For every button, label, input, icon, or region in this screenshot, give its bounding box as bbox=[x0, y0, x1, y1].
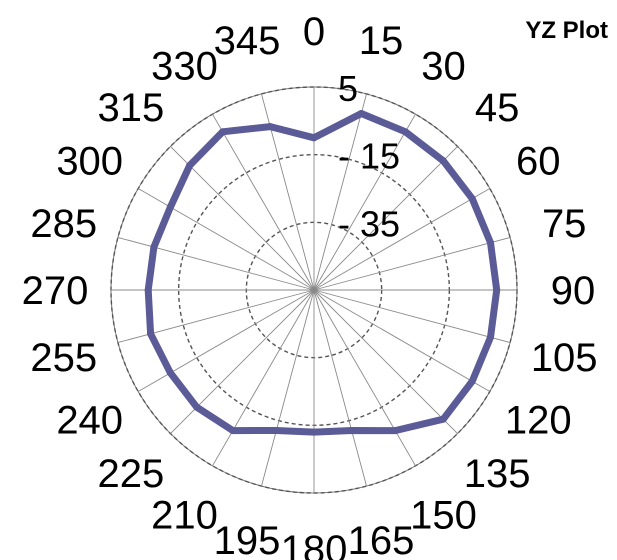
angle-tick-label: 255 bbox=[30, 336, 97, 380]
data-point bbox=[493, 286, 501, 294]
angle-tick-label: 120 bbox=[505, 399, 572, 443]
data-point bbox=[193, 403, 201, 411]
data-point bbox=[357, 110, 365, 117]
data-point bbox=[468, 377, 476, 385]
angle-tick-label: 150 bbox=[410, 493, 477, 537]
angle-tick-label: 165 bbox=[348, 519, 415, 560]
data-point bbox=[219, 128, 227, 136]
spoke-gridline bbox=[170, 289, 315, 434]
angle-tick-label: 0 bbox=[303, 10, 325, 54]
data-point bbox=[310, 134, 318, 142]
data-point bbox=[229, 427, 237, 435]
angle-tick-label: 75 bbox=[542, 202, 587, 246]
angle-tick-label: 30 bbox=[421, 45, 466, 89]
ring-tick-label: - 35 bbox=[338, 203, 400, 244]
spoke-gridline bbox=[313, 289, 458, 434]
spoke-gridline bbox=[313, 289, 511, 343]
spoke-gridline bbox=[313, 146, 458, 291]
data-point bbox=[166, 203, 174, 211]
spoke-gridline bbox=[313, 289, 367, 487]
data-point bbox=[391, 427, 399, 435]
spoke-gridline bbox=[170, 146, 315, 291]
data-point bbox=[348, 427, 356, 434]
angle-tick-label: 90 bbox=[551, 269, 596, 313]
data-point bbox=[150, 243, 158, 251]
ring-tick-label: 5 bbox=[338, 68, 358, 109]
angle-tick-label: 180 bbox=[281, 528, 348, 560]
spoke-gridline bbox=[212, 113, 315, 291]
spoke-gridline bbox=[313, 188, 491, 291]
data-point bbox=[147, 330, 155, 338]
spoke-gridline bbox=[313, 237, 511, 291]
angle-tick-label: 330 bbox=[151, 45, 218, 89]
angle-tick-label: 285 bbox=[30, 202, 97, 246]
angle-tick-label: 105 bbox=[531, 336, 598, 380]
angle-tick-label: 60 bbox=[516, 140, 561, 184]
angle-tick-label: 225 bbox=[98, 452, 165, 496]
angle-tick-label: 240 bbox=[56, 399, 123, 443]
angle-tick-label: 315 bbox=[98, 86, 165, 130]
data-point bbox=[144, 286, 152, 294]
data-point bbox=[166, 369, 174, 377]
data-point bbox=[439, 415, 447, 423]
spoke-gridline bbox=[313, 289, 416, 467]
data-point bbox=[272, 427, 280, 434]
data-point bbox=[266, 123, 274, 131]
data-point bbox=[401, 128, 409, 136]
data-point bbox=[439, 157, 447, 165]
spoke-gridline bbox=[137, 289, 315, 392]
spoke-gridline bbox=[261, 289, 315, 487]
angle-tick-label: 45 bbox=[475, 86, 520, 130]
spoke-gridline bbox=[212, 289, 315, 467]
data-point bbox=[487, 333, 494, 341]
angle-tick-label: 195 bbox=[214, 519, 281, 560]
data-point bbox=[310, 428, 318, 436]
ring-tick-label: - 15 bbox=[338, 136, 400, 177]
data-point bbox=[186, 162, 194, 170]
angle-tick-label: 270 bbox=[22, 269, 89, 313]
data-point bbox=[487, 239, 494, 247]
angle-tick-label: 135 bbox=[464, 452, 531, 496]
angle-tick-label: 210 bbox=[151, 493, 218, 537]
spoke-gridline bbox=[313, 113, 416, 291]
chart-title: YZ Plot bbox=[525, 17, 608, 44]
angle-tick-label: 345 bbox=[214, 19, 281, 63]
data-point bbox=[468, 195, 476, 203]
spoke-gridline bbox=[137, 188, 315, 291]
angle-tick-label: 300 bbox=[56, 140, 123, 184]
series-layer bbox=[144, 110, 501, 436]
angle-tick-label: 15 bbox=[359, 19, 404, 63]
spoke-gridline bbox=[313, 93, 367, 291]
spoke-gridline bbox=[313, 289, 491, 392]
